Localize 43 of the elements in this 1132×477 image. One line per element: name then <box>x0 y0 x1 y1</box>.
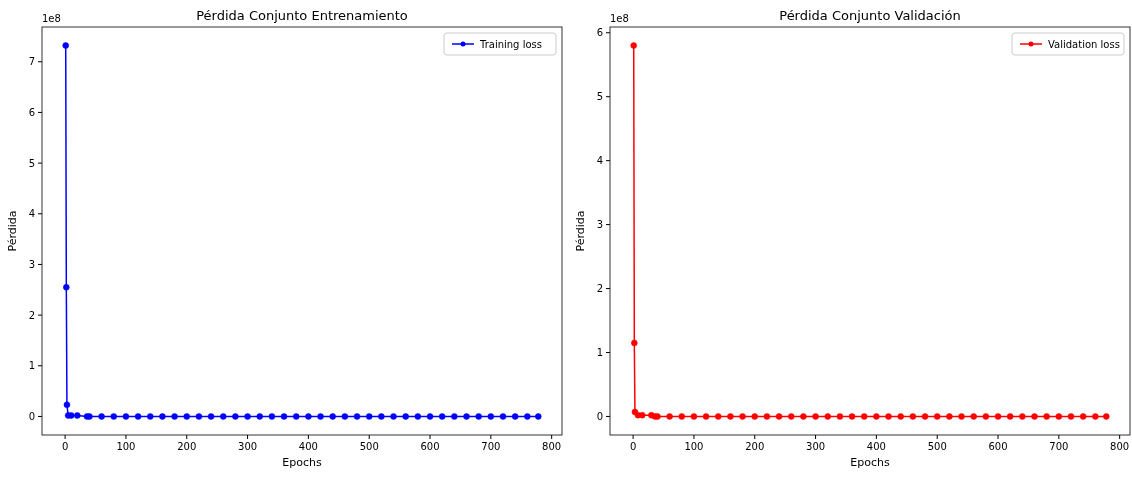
x-tick-label: 200 <box>745 441 765 452</box>
text: 1e8 <box>610 13 629 24</box>
x-tick-label: 500 <box>927 441 947 452</box>
x-tick-label: 300 <box>238 441 258 452</box>
y-tick-label: 0 <box>28 410 35 422</box>
x-tick-label: 800 <box>542 441 562 452</box>
y-tick-label: 5 <box>28 157 35 169</box>
x-tick-label: 400 <box>866 441 886 452</box>
y-tick-label: 3 <box>28 258 35 270</box>
x-tick-label: 100 <box>684 441 704 452</box>
x-tick-label: 600 <box>420 441 440 452</box>
y-tick-label: 6 <box>596 27 603 39</box>
y-tick-label: 7 <box>28 56 35 68</box>
x-tick-label: 0 <box>629 441 637 452</box>
y-tick-label: 2 <box>28 309 35 321</box>
x-axis-title: Epochs <box>850 456 890 469</box>
x-tick-label: 400 <box>298 441 318 452</box>
y-tick-label: 1 <box>596 347 603 358</box>
x-tick-label: 800 <box>1110 441 1130 452</box>
x-tick-label: 600 <box>988 441 1008 452</box>
y-tick-label: 3 <box>596 219 603 231</box>
legend-label: Training loss <box>479 38 542 50</box>
y-tick-label: 4 <box>596 155 603 167</box>
x-tick-label: 700 <box>1049 441 1069 452</box>
y-axis-title: Pérdida <box>6 210 19 252</box>
x-tick-label: 300 <box>806 441 826 452</box>
legend-label: Validation loss <box>1048 38 1120 50</box>
x-tick-label: 500 <box>359 441 379 452</box>
y-tick-label: 6 <box>28 106 35 118</box>
y-tick-label: 4 <box>28 208 35 220</box>
y-tick-label: 2 <box>596 283 603 295</box>
x-tick-label: 700 <box>481 441 501 452</box>
y-tick-label: 5 <box>596 91 603 103</box>
chart-title: Pérdida Conjunto Entrenamiento <box>196 8 408 23</box>
y-tick-label: 1 <box>28 360 35 372</box>
x-tick-label: 0 <box>61 441 69 452</box>
chart-title: Pérdida Conjunto Validación <box>779 8 961 23</box>
x-axis-title: Epochs <box>282 456 322 469</box>
y-tick-label: 0 <box>596 410 603 422</box>
text: 1e8 <box>42 13 61 24</box>
y-axis-title: Pérdida <box>574 210 587 252</box>
x-tick-label: 100 <box>116 441 136 452</box>
x-tick-label: 200 <box>177 441 197 452</box>
